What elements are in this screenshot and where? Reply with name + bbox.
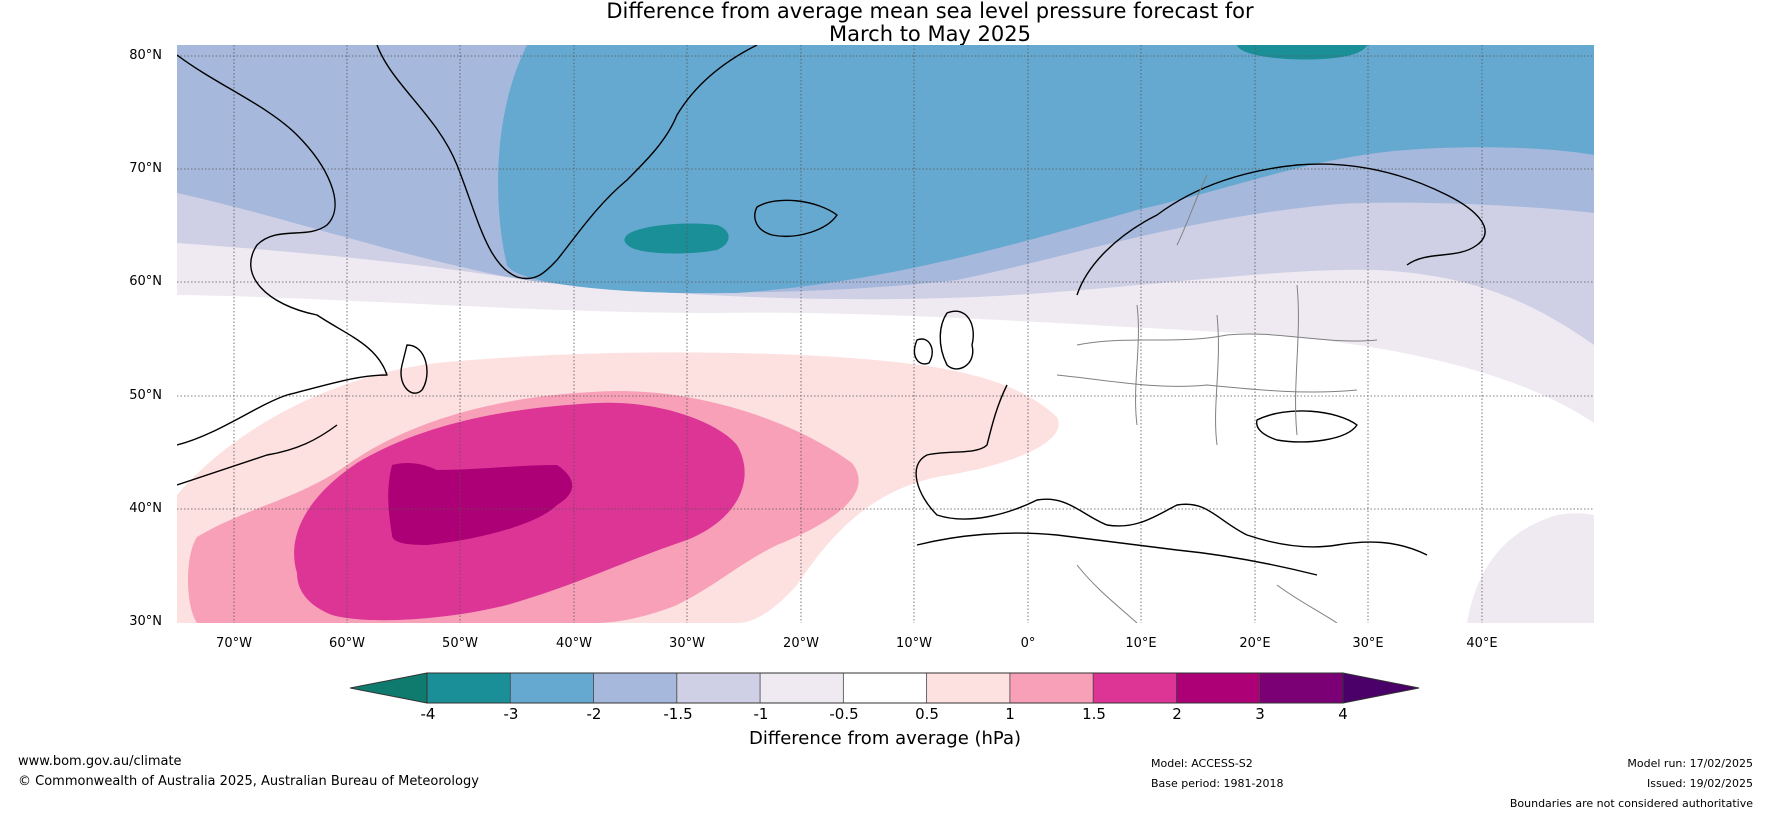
colorbar-tick: 1.5 — [1082, 705, 1106, 723]
colorbar-tick: -1 — [753, 705, 769, 723]
map-title: Difference from average mean sea level p… — [0, 0, 1770, 46]
greenland-coast — [376, 45, 758, 280]
colorbar-extend-high — [1342, 672, 1420, 704]
model-name: Model: ACCESS-S2 — [1151, 757, 1253, 770]
colorbar-cell — [593, 673, 678, 703]
lat-label-50n: 50°N — [129, 388, 162, 403]
lon-label-30w: 30°W — [669, 636, 705, 651]
colorbar-cell — [510, 673, 595, 703]
mediterranean-africa-coast — [916, 532, 1318, 576]
colorbar-extend-low — [350, 672, 428, 704]
anomaly-band-neg-0.5-se — [1467, 513, 1594, 623]
country-borders — [1056, 174, 1378, 623]
colorbar-cell — [427, 673, 511, 703]
colorbar-tick: 1 — [1005, 705, 1015, 723]
colorbar-cell — [1093, 673, 1177, 703]
colorbar-cell — [1009, 673, 1094, 703]
website-link[interactable]: www.bom.gov.au/climate — [18, 754, 182, 769]
black-sea-coast — [1255, 410, 1358, 443]
copyright: © Commonwealth of Australia 2025, Austra… — [18, 774, 479, 789]
colorbar-tick: 3 — [1255, 705, 1265, 723]
issued-date: Issued: 19/02/2025 — [1646, 777, 1753, 790]
title-line-1: Difference from average mean sea level p… — [606, 0, 1254, 23]
colorbar-tick: 4 — [1338, 705, 1348, 723]
base-period: Base period: 1981-2018 — [1151, 777, 1284, 790]
colorbar-cell — [1176, 673, 1261, 703]
colorbar-tick: -1.5 — [663, 705, 693, 723]
lat-label-60n: 60°N — [129, 274, 162, 289]
north-america-coast — [177, 54, 388, 446]
title-line-2: March to May 2025 — [829, 22, 1031, 46]
lat-label-30n: 30°N — [129, 614, 162, 629]
colorbar-cell — [926, 673, 1011, 703]
lon-label-60w: 60°W — [329, 636, 365, 651]
anomaly-band-neg-3a — [624, 223, 729, 254]
colorbar-cell — [760, 673, 844, 703]
newfoundland-coast — [400, 344, 428, 394]
lon-label-0: 0° — [1020, 636, 1036, 651]
lon-label-70w: 70°W — [216, 636, 252, 651]
scandinavia-coast — [1076, 163, 1486, 296]
colorbar-tick: 0.5 — [915, 705, 939, 723]
uk-coast — [939, 310, 974, 370]
lon-label-10e: 10°E — [1125, 636, 1157, 651]
coastlines — [177, 45, 1486, 576]
lon-label-40e: 40°E — [1466, 636, 1498, 651]
graticule — [177, 45, 1594, 623]
lon-label-30e: 30°E — [1352, 636, 1384, 651]
colorbar-cell — [1259, 673, 1344, 703]
lon-label-40w: 40°W — [556, 636, 592, 651]
colorbar-cell — [676, 673, 761, 703]
lon-label-20w: 20°W — [783, 636, 819, 651]
colorbar-tick: -4 — [420, 705, 436, 723]
pressure-anomaly-map — [177, 45, 1594, 623]
lon-label-50w: 50°W — [442, 636, 478, 651]
lon-label-20e: 20°E — [1239, 636, 1271, 651]
anomaly-band-pos-2 — [388, 462, 573, 545]
lat-label-40n: 40°N — [129, 501, 162, 516]
colorbar-tick: 2 — [1172, 705, 1182, 723]
colorbar-tick: -2 — [586, 705, 602, 723]
model-run-date: Model run: 17/02/2025 — [1627, 757, 1753, 770]
colorbar-tick: -0.5 — [829, 705, 859, 723]
colorbar-tick: -3 — [503, 705, 519, 723]
colorbar-label: Difference from average (hPa) — [748, 728, 1022, 749]
us-east-coast — [177, 424, 338, 486]
lat-label-70n: 70°N — [129, 161, 162, 176]
colorbar — [350, 672, 1420, 704]
boundaries-disclaimer: Boundaries are not considered authoritat… — [1509, 797, 1753, 810]
ireland-coast — [913, 338, 933, 365]
europe-coast — [915, 384, 1428, 556]
lat-label-80n: 80°N — [129, 48, 162, 63]
iceland-coast — [754, 199, 838, 237]
colorbar-cell — [843, 673, 928, 703]
lon-label-10w: 10°W — [896, 636, 932, 651]
